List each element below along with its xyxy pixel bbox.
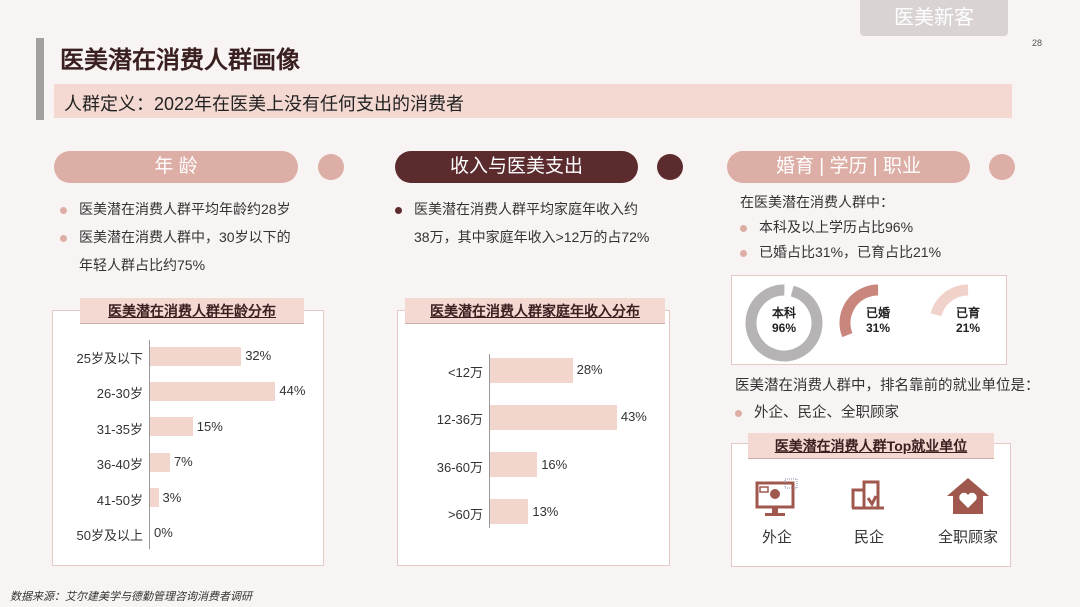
- ring-label-bachelor: 本科 96%: [771, 306, 797, 335]
- ring-arc: [745, 284, 823, 362]
- category-label: 36-40岁: [96, 457, 143, 473]
- category-label: 41-50岁: [96, 492, 143, 508]
- data-label: 16%: [541, 456, 568, 472]
- category-label: 25岁及以下: [76, 351, 143, 366]
- category-label: 50岁及以上: [76, 528, 143, 543]
- bullet: 医美潜在消费人群平均年龄约28岁: [60, 195, 291, 223]
- bar: [150, 417, 193, 437]
- age-dot: [318, 154, 344, 180]
- data-source: 数据来源：艾尔建美学与德勤管理咨询消费者调研: [10, 591, 252, 603]
- building-icon: [851, 480, 884, 510]
- jobs-title: 医美潜在消费人群Top就业单位: [748, 433, 994, 459]
- age-chart-title: 医美潜在消费人群年龄分布: [80, 298, 304, 324]
- income-dot: [657, 154, 683, 180]
- income-chart-title: 医美潜在消费人群家庭年收入分布: [405, 298, 665, 324]
- bar: [150, 488, 159, 508]
- data-label: 0%: [154, 525, 173, 540]
- job-label: 民企: [853, 529, 884, 546]
- page-number: 28: [1032, 38, 1043, 48]
- ring-label-children: 已育 21%: [955, 306, 981, 335]
- section-tag: 医美新客: [860, 0, 1008, 36]
- job-label: 全职顾家: [937, 529, 998, 546]
- bar: [150, 346, 242, 366]
- monitor-person-icon: [755, 478, 798, 516]
- bar: [490, 499, 529, 525]
- edu-pill: 婚育 | 学历 | 职业: [727, 151, 970, 183]
- page-title: 医美潜在消费人群画像: [60, 47, 300, 74]
- data-label: 32%: [245, 348, 272, 363]
- bar: [490, 452, 538, 478]
- home-heart-icon: [947, 478, 989, 514]
- category-label: 36-60万: [436, 459, 483, 475]
- data-label: 15%: [196, 418, 223, 434]
- bullet: 已婚占比31%，已育占比21%: [740, 240, 941, 265]
- title-accent-bar: [36, 38, 44, 120]
- data-label: 28%: [576, 362, 603, 377]
- bullet: 医美潜在消费人群平均家庭年收入约: [395, 195, 649, 223]
- ring-charts: [745, 284, 1007, 362]
- y-axis: [489, 354, 490, 528]
- category-label: 31-35岁: [96, 421, 143, 437]
- definition-banner: 人群定义：2022年在医美上没有任何支出的消费者: [54, 84, 1012, 118]
- income-pill: 收入与医美支出: [395, 151, 638, 183]
- y-axis: [149, 340, 150, 549]
- data-label: 44%: [279, 383, 306, 399]
- data-label: 3%: [162, 489, 182, 505]
- category-label: 26-30岁: [96, 386, 143, 402]
- income-chart-panel: [397, 310, 670, 566]
- data-label: 43%: [620, 409, 647, 425]
- bullet: 本科及以上学历占比96%: [740, 215, 941, 240]
- bar: [150, 381, 276, 401]
- bar: [150, 452, 170, 472]
- definition-text: 人群定义：2022年在医美上没有任何支出的消费者: [64, 94, 465, 114]
- bar: [490, 357, 573, 383]
- edu-dot: [989, 154, 1015, 180]
- job-label: 外企: [761, 529, 792, 546]
- data-label: 7%: [173, 454, 193, 470]
- bullet: 医美潜在消费人群中，30岁以下的: [60, 223, 291, 251]
- category-label: 12-36万: [436, 412, 483, 428]
- bullet-continued: 38万，其中家庭年收入>12万的占72%: [414, 229, 650, 245]
- ring-label-married: 已婚 31%: [865, 306, 891, 335]
- bar: [490, 404, 617, 430]
- bullet-continued: 年轻人群占比约75%: [79, 257, 206, 273]
- data-label: 13%: [532, 503, 559, 519]
- edu-intro: 在医美潜在消费人群中：: [740, 194, 894, 210]
- category-label: <12万: [447, 365, 483, 380]
- bullet: 外企、民企、全职顾家: [735, 400, 1040, 427]
- ring-arc: [839, 284, 917, 362]
- category-label: >60万: [447, 506, 483, 522]
- jobs-intro: 医美潜在消费人群中，排名靠前的就业单位是：: [735, 378, 1040, 394]
- age-pill: 年 龄: [54, 151, 298, 183]
